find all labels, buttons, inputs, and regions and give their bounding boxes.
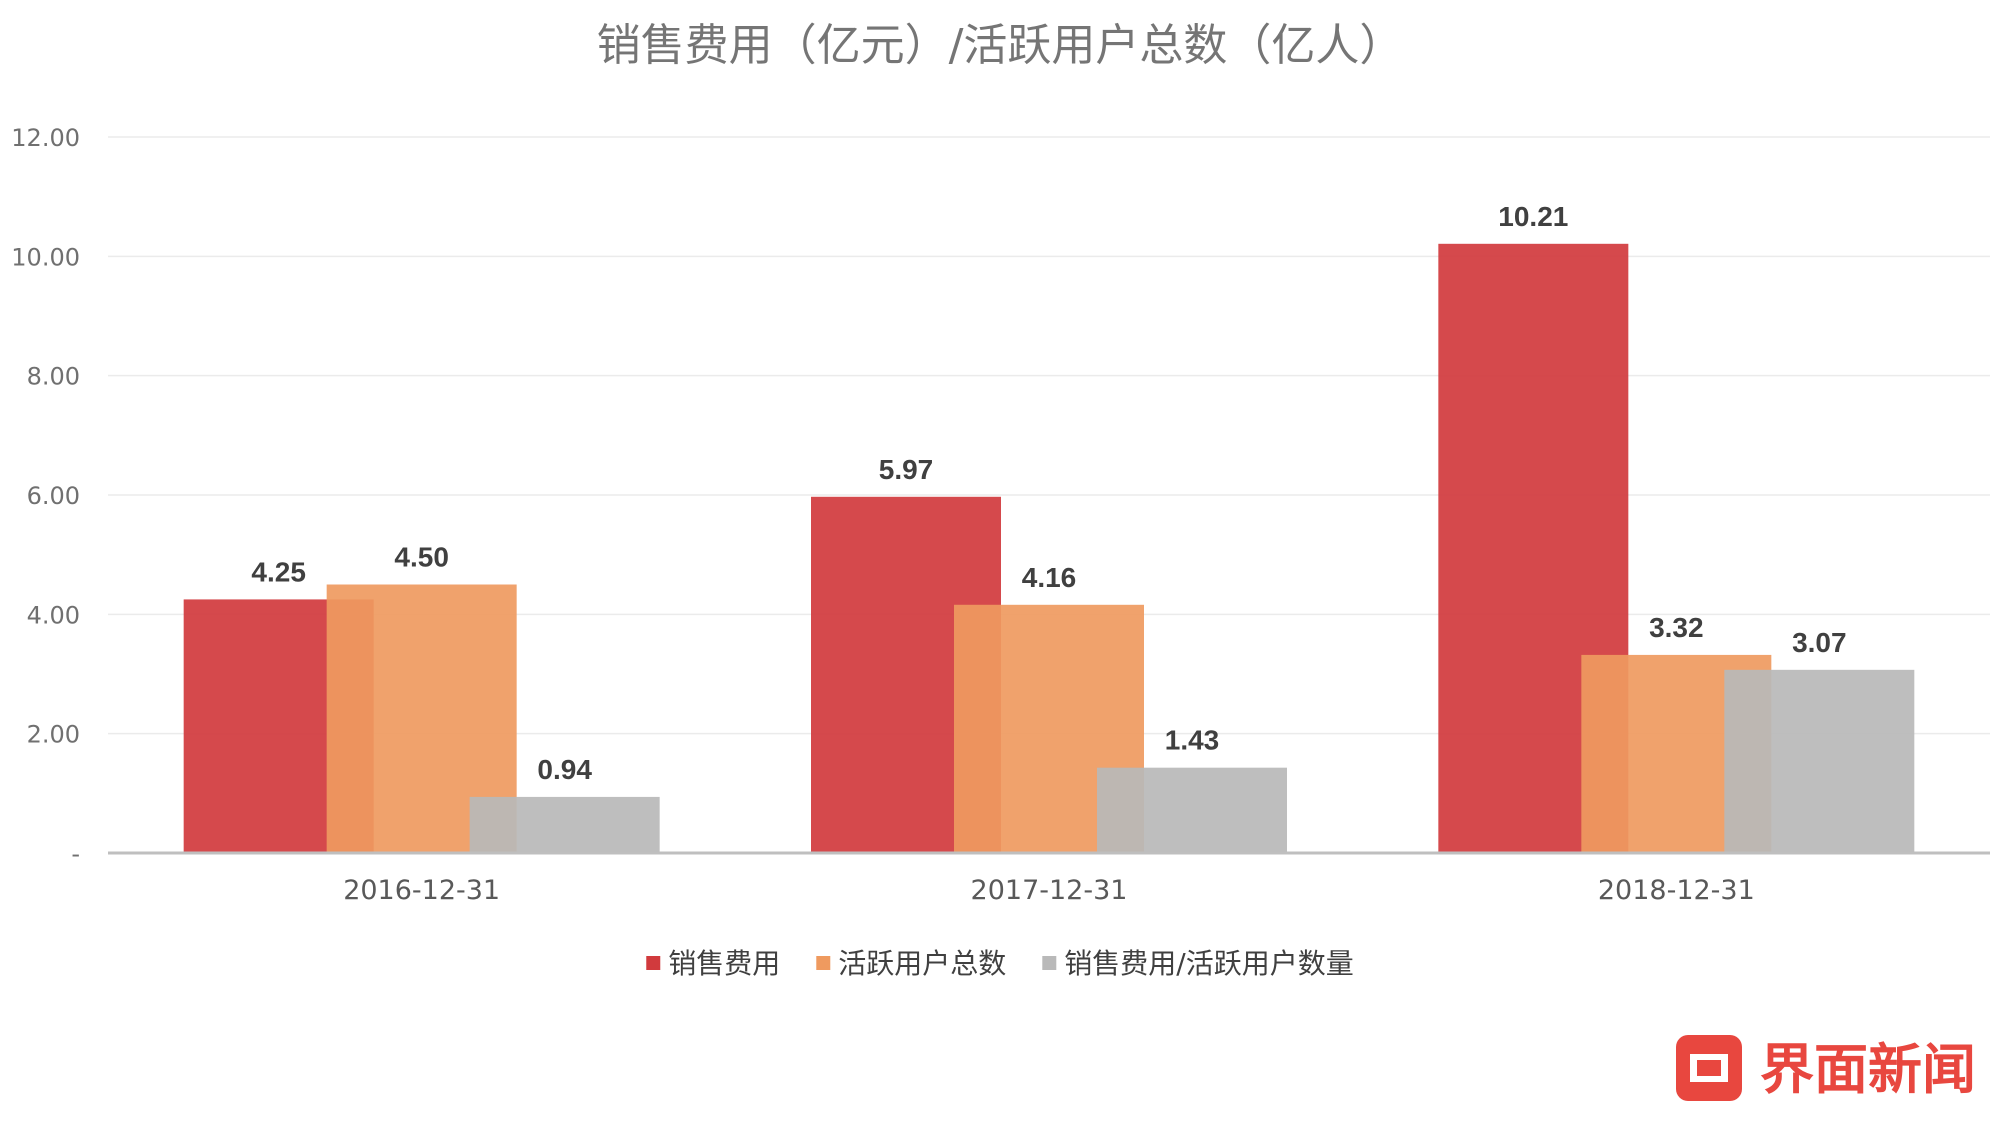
data-label: 1.43 [1165,725,1220,756]
y-axis-ticks: - 2.00 4.00 6.00 8.00 10.00 12.00 [11,124,80,868]
watermark-logo-icon [1676,1035,1742,1101]
bar [1097,767,1287,853]
x-axis-ticks: 2016-12-31 2017-12-31 2018-12-31 [343,875,1755,906]
watermark-text: 界面新闻 [1760,1038,1976,1101]
data-label: 10.21 [1498,201,1568,232]
legend: 销售费用 活跃用户总数 销售费用/活跃用户数量 [646,947,1354,980]
data-label: 0.94 [537,754,592,785]
y-tick-label: 12.00 [11,124,80,152]
watermark-logo: 界面新闻 [1676,1035,1976,1101]
y-tick-label: 10.00 [11,243,80,271]
data-label: 4.16 [1022,562,1077,593]
y-tick-label: 4.00 [27,601,80,629]
bar [1724,669,1915,853]
legend-swatch [816,956,831,970]
legend-item: 销售费用 [646,947,780,980]
y-tick-label: 8.00 [27,363,80,391]
legend-item: 活跃用户总数 [816,947,1006,980]
data-label: 3.32 [1649,612,1704,643]
legend-item: 销售费用/活跃用户数量 [1042,947,1354,980]
data-labels: 4.25 4.50 0.94 5.97 4.16 1.43 10.21 3.32 3.07 [251,201,1846,785]
legend-swatch [646,956,661,970]
bars [183,243,1915,853]
y-tick-label: 6.00 [27,482,80,510]
data-label: 5.97 [879,454,934,485]
x-tick-label: 2018-12-31 [1598,875,1755,906]
legend-swatch [1042,956,1057,970]
y-tick-label: 2.00 [27,721,80,749]
y-tick-label: - [71,840,80,868]
watermark-frame-icon [1690,1054,1728,1082]
chart-title: 销售费用（亿元）/活跃用户总数（亿人） [597,20,1404,71]
legend-label: 销售费用 [668,947,780,980]
data-label: 4.50 [394,542,449,573]
data-label: 4.25 [251,556,306,587]
data-label: 3.07 [1792,627,1847,658]
bar [469,796,660,853]
legend-label: 活跃用户总数 [838,947,1006,980]
x-tick-label: 2017-12-31 [971,875,1128,906]
legend-label: 销售费用/活跃用户数量 [1064,947,1353,980]
x-tick-label: 2016-12-31 [343,875,500,906]
